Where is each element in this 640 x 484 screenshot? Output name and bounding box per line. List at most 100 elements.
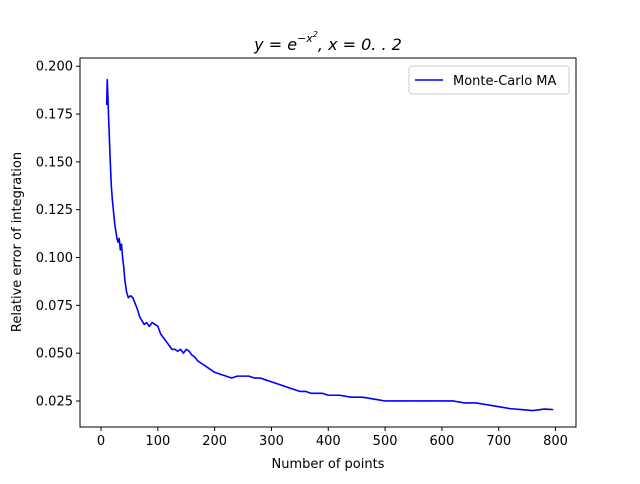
data-point <box>486 404 488 406</box>
data-point <box>111 199 113 201</box>
data-point <box>509 408 511 410</box>
y-tick-label: 0.150 <box>36 155 73 170</box>
data-point <box>316 392 318 394</box>
x-axis-ticks: 0 100 200 300 400 500 600 700 800 <box>97 427 568 449</box>
data-point <box>327 394 329 396</box>
x-tick-label: 100 <box>145 434 170 449</box>
legend-label: Monte-Carlo MA <box>453 74 556 89</box>
chart-title-rhs: , x = 0. . 2 <box>318 35 402 54</box>
chart-title: y = e−x2, x = 0. . 2 <box>253 30 402 54</box>
data-point <box>117 241 119 243</box>
data-point <box>384 400 386 402</box>
x-tick-label: 400 <box>316 434 341 449</box>
data-point <box>132 297 134 299</box>
x-tick-label: 800 <box>543 434 568 449</box>
data-point <box>115 230 117 232</box>
y-tick-label: 0.200 <box>36 60 73 75</box>
data-point <box>106 79 108 81</box>
data-point <box>141 320 143 322</box>
data-point <box>154 323 156 326</box>
data-point <box>242 375 244 377</box>
data-point <box>282 385 284 387</box>
data-point <box>160 333 162 335</box>
y-tick-label: 0.125 <box>36 203 73 218</box>
data-point <box>139 316 141 318</box>
data-point <box>211 369 213 371</box>
data-point <box>236 375 238 377</box>
data-point <box>157 325 159 327</box>
data-point <box>143 323 145 326</box>
data-point <box>407 400 409 402</box>
data-point <box>194 356 196 358</box>
data-point <box>188 350 190 352</box>
data-point <box>114 222 116 224</box>
data-point <box>199 362 202 364</box>
data-point <box>197 360 199 362</box>
data-point <box>124 279 126 282</box>
data-point <box>120 243 123 245</box>
data-point <box>168 344 170 347</box>
y-tick-label: 0.100 <box>36 251 73 266</box>
data-point <box>162 337 165 339</box>
data-point <box>110 184 112 186</box>
data-point <box>116 237 118 239</box>
data-point <box>145 321 148 324</box>
data-point <box>122 256 124 259</box>
data-point <box>174 348 176 350</box>
data-point <box>107 111 110 113</box>
x-tick-label: 500 <box>373 434 398 449</box>
data-point <box>179 348 182 350</box>
data-point <box>429 400 432 402</box>
x-tick-label: 700 <box>486 434 511 449</box>
data-point <box>109 157 111 159</box>
data-point <box>202 364 204 366</box>
data-point <box>253 377 256 379</box>
data-point <box>191 354 193 356</box>
data-point <box>418 400 420 402</box>
y-tick-label: 0.050 <box>36 347 73 362</box>
data-point <box>118 237 120 239</box>
data-point <box>107 94 109 96</box>
data-point <box>151 321 153 324</box>
data-point <box>373 398 375 400</box>
data-point <box>452 400 454 402</box>
data-point <box>270 381 273 383</box>
data-point <box>552 408 554 411</box>
data-point <box>108 126 110 129</box>
data-point <box>299 390 301 393</box>
y-tick-label: 0.075 <box>36 299 73 314</box>
data-point <box>165 341 167 343</box>
data-point <box>287 386 290 389</box>
data-point <box>108 142 111 144</box>
data-point <box>543 408 545 410</box>
data-point <box>148 325 150 327</box>
data-point <box>520 408 523 411</box>
x-axis-label: Number of points <box>272 457 385 472</box>
data-point <box>339 394 341 396</box>
data-point <box>106 103 108 106</box>
x-tick-label: 600 <box>430 434 455 449</box>
data-point <box>119 249 121 251</box>
data-point <box>248 375 250 377</box>
data-point <box>475 402 477 404</box>
y-axis-label: Relative error of integration <box>10 152 25 332</box>
data-point <box>225 375 227 377</box>
data-point <box>123 266 125 268</box>
data-point <box>350 396 352 398</box>
y-tick-label: 0.025 <box>36 394 73 409</box>
data-point <box>441 400 443 402</box>
data-point <box>134 302 136 305</box>
data-point <box>304 390 307 393</box>
x-tick-label: 200 <box>202 434 227 449</box>
data-point <box>395 400 398 402</box>
data-point <box>177 350 179 352</box>
chart-title-lhs: y = e <box>253 35 297 54</box>
data-point <box>136 308 138 310</box>
data-point <box>361 396 363 398</box>
y-axis-ticks: 0.025 0.050 0.075 0.100 0.125 0.150 0.175 0.200 <box>36 60 80 409</box>
data-point <box>208 367 210 370</box>
data-point <box>231 377 233 379</box>
data-point <box>127 297 129 299</box>
